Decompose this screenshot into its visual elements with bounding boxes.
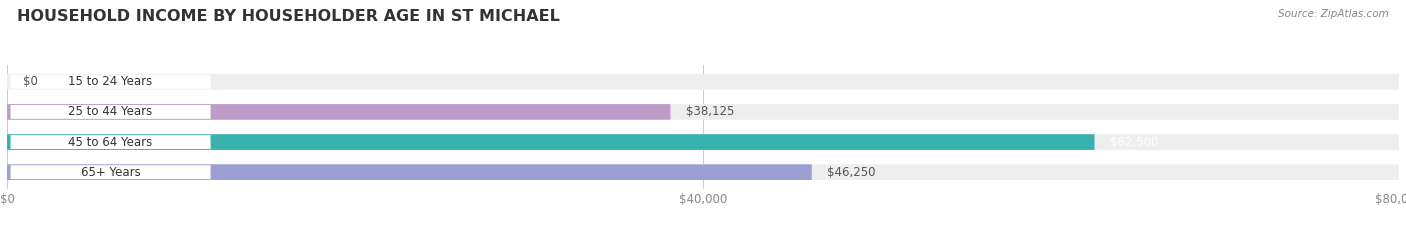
Text: $38,125: $38,125 [686, 105, 734, 118]
Text: 65+ Years: 65+ Years [80, 166, 141, 179]
FancyBboxPatch shape [10, 75, 211, 89]
Text: Source: ZipAtlas.com: Source: ZipAtlas.com [1278, 9, 1389, 19]
FancyBboxPatch shape [10, 135, 211, 149]
Text: 25 to 44 Years: 25 to 44 Years [69, 105, 153, 118]
Text: $0: $0 [22, 75, 38, 88]
FancyBboxPatch shape [7, 74, 1399, 90]
Text: $62,500: $62,500 [1111, 136, 1159, 149]
Text: HOUSEHOLD INCOME BY HOUSEHOLDER AGE IN ST MICHAEL: HOUSEHOLD INCOME BY HOUSEHOLDER AGE IN S… [17, 9, 560, 24]
Text: $46,250: $46,250 [827, 166, 876, 179]
FancyBboxPatch shape [7, 164, 1399, 180]
FancyBboxPatch shape [7, 134, 1094, 150]
FancyBboxPatch shape [7, 104, 1399, 120]
FancyBboxPatch shape [7, 104, 671, 120]
Text: 45 to 64 Years: 45 to 64 Years [69, 136, 153, 149]
FancyBboxPatch shape [10, 165, 211, 179]
FancyBboxPatch shape [7, 164, 811, 180]
FancyBboxPatch shape [7, 134, 1399, 150]
FancyBboxPatch shape [10, 105, 211, 119]
Text: 15 to 24 Years: 15 to 24 Years [69, 75, 153, 88]
